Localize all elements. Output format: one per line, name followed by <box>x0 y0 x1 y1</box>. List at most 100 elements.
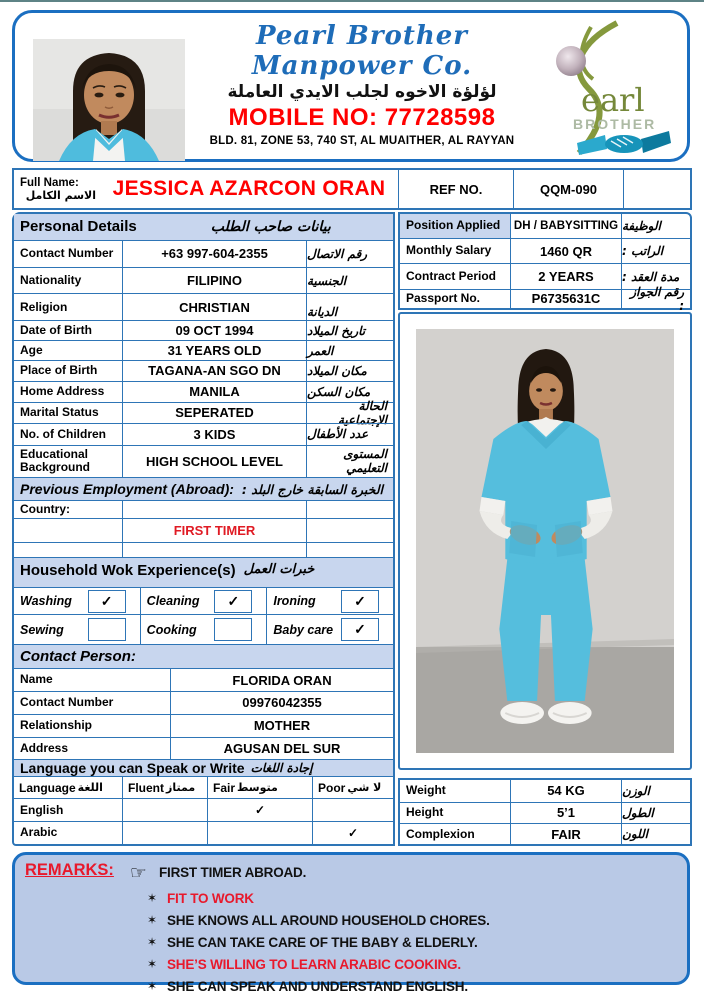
personal-details-header: Personal Details بيانات صاحب الطلب <box>14 214 393 240</box>
field-value: +63 997-604-2355 <box>122 240 307 267</box>
field-label: Relationship <box>20 718 93 733</box>
remark-item: ✶ FIT TO WORK <box>147 887 677 909</box>
physical-table: Weight 54 KG الوزن Height 5’1 الطول Comp… <box>398 778 692 846</box>
household-row: Washing ✓ Cleaning ✓ Ironing ✓ <box>14 586 393 615</box>
field-value: 2 YEARS <box>510 264 622 289</box>
col-header: Language <box>19 780 76 795</box>
table-row: Position Applied DH / BABYSITTING الوظيف… <box>400 214 690 238</box>
table-row: Contact Number +63 997-604-2355 رقم الات… <box>14 239 393 267</box>
field-label: Complexion <box>406 826 475 841</box>
field-value: AGUSAN DEL SUR <box>170 737 393 760</box>
experience-label: Sewing <box>20 622 64 637</box>
full-name-row: Full Name: الاسم الكامل JESSICA AZARCON … <box>12 168 692 210</box>
remark-line: FIRST TIMER ABROAD. <box>158 865 307 880</box>
empty-cell <box>122 542 307 557</box>
field-label: Name <box>20 672 53 687</box>
previous-employment-title: Previous Employment (Abroad): <box>20 481 234 498</box>
remark-text: SHE CAN SPEAK AND UNDERSTAND ENGLISH. <box>167 978 468 994</box>
field-value: CHRISTIAN <box>122 294 307 321</box>
table-row: Home Address MANILA مكان السكن <box>14 380 393 402</box>
field-value: 54 KG <box>510 780 622 802</box>
col-header-arabic: لا شي <box>347 781 382 795</box>
checkbox-ironing[interactable]: ✓ <box>341 589 380 613</box>
checkbox-washing[interactable]: ✓ <box>87 589 126 613</box>
remark-item: ✶ SHE KNOWS ALL AROUND HOUSEHOLD CHORES. <box>147 909 677 931</box>
field-label: Educational Background <box>20 447 91 475</box>
ref-no-label: REF NO. <box>398 170 513 208</box>
col-header-arabic: ممتاز <box>166 781 196 795</box>
star-bullet-icon: ✶ <box>147 891 158 905</box>
handshake-icon <box>577 131 671 155</box>
field-label: Weight <box>406 783 446 798</box>
field-label-arabic: المستوى التعليمي <box>343 447 387 476</box>
company-header: Pearl Brother Manpower Co. لؤلؤة الاخوه … <box>12 10 690 162</box>
field-value: P6735631C <box>510 289 622 308</box>
field-label-arabic: الوزن <box>622 783 650 798</box>
field-label: Age <box>20 342 43 357</box>
field-label-arabic: العمر <box>307 343 334 358</box>
remarks-title: REMARKS: <box>25 861 114 879</box>
company-logo: earl BROTHER <box>521 17 679 159</box>
language-section-header: Language you can Speak or Write إجادة ال… <box>14 759 393 777</box>
field-value: FAIR <box>510 824 622 845</box>
checkbox-sewing[interactable] <box>87 618 126 642</box>
field-label-arabic: اللون <box>622 827 648 842</box>
field-label-arabic: مكان الميلاد <box>307 363 367 378</box>
remark-text: SHE’S WILLING TO LEARN ARABIC COOKING. <box>167 956 461 972</box>
field-label-arabic: تاريخ الميلاد <box>307 323 366 338</box>
field-value: 31 YEARS OLD <box>122 341 307 360</box>
field-label: Home Address <box>20 384 105 399</box>
field-label: Passport No. <box>406 291 481 306</box>
country-label: Country: <box>20 502 70 517</box>
experience-label: Cleaning <box>146 594 200 609</box>
field-value: MOTHER <box>170 714 393 737</box>
experience-label: Cooking <box>146 622 197 637</box>
empty-cell <box>307 501 393 518</box>
empty-cell <box>14 543 122 557</box>
application-table: Position Applied DH / BABYSITTING الوظيف… <box>398 212 692 313</box>
field-label-arabic: الجنسية <box>307 273 347 288</box>
logo-pearl-text: earl <box>581 81 645 119</box>
language-name: English <box>20 802 64 817</box>
experience-label: Baby care <box>273 622 334 637</box>
field-label: Marital Status <box>20 405 99 420</box>
language-row: English ✓ <box>14 798 393 822</box>
remarks-section: REMARKS: ☞ FIRST TIMER ABROAD. ✶ FIT TO … <box>12 852 690 994</box>
candidate-fullbody-photo <box>398 312 692 770</box>
fluent-mark <box>122 799 207 822</box>
star-bullet-icon: ✶ <box>147 913 158 927</box>
field-label-arabic: مدة العقد : <box>622 269 680 284</box>
field-label: Date of Birth <box>20 323 92 338</box>
checkbox-cooking[interactable] <box>214 618 253 642</box>
field-value: 09 OCT 1994 <box>122 321 307 341</box>
poor-mark: ✓ <box>312 822 393 844</box>
field-label-arabic: الديانة <box>307 305 338 320</box>
star-bullet-icon: ✶ <box>147 957 158 971</box>
checkbox-babycare[interactable]: ✓ <box>341 618 380 642</box>
field-label: Nationality <box>20 272 82 287</box>
field-label-arabic: عدد الأطفال <box>307 427 369 442</box>
household-experience-title-arabic: خبرات العمل <box>243 561 315 577</box>
table-row: Place of Birth TAGANA-AN SGO DN مكان الم… <box>14 359 393 381</box>
field-label: Address <box>20 740 69 755</box>
table-row: Religion CHRISTIAN الديانة <box>14 293 393 321</box>
household-experience-header: Household Wok Experience(s) خبرات العمل <box>14 556 393 587</box>
fair-mark: ✓ <box>207 799 312 822</box>
table-row: Relationship MOTHER <box>14 713 393 737</box>
table-row: Contact Number 09976042355 <box>14 690 393 714</box>
checkbox-cleaning[interactable]: ✓ <box>214 589 253 613</box>
ref-no-empty-cell <box>623 170 690 208</box>
company-name-arabic: لؤلؤة الاخوه لجلب الايدي العاملة <box>227 82 497 102</box>
table-row: Passport No. P6735631C رقم الجواز : <box>400 285 690 313</box>
col-header: Fair <box>213 780 236 795</box>
logo-pearl <box>556 46 586 76</box>
field-label: Contact Number <box>20 246 114 261</box>
empty-cell <box>307 519 393 542</box>
company-address: BLD. 81, ZONE 53, 740 ST, AL MUAITHER, A… <box>209 135 515 147</box>
country-value-empty <box>122 501 307 519</box>
first-timer-status: FIRST TIMER <box>122 519 307 542</box>
contact-person-title: Contact Person: <box>20 648 136 666</box>
contact-person-header: Contact Person: <box>14 644 393 669</box>
table-row: Height 5’1 الطول <box>400 801 690 824</box>
left-form-column: Personal Details بيانات صاحب الطلب Conta… <box>12 212 395 846</box>
